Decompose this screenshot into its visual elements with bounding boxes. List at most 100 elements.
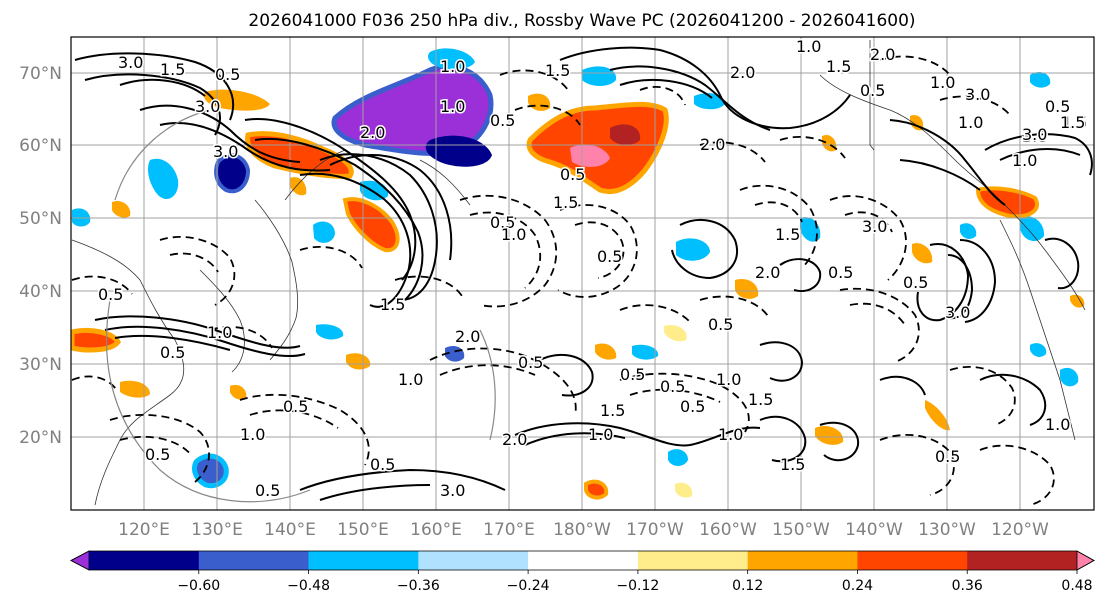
colorbar-tick-label: −0.48 xyxy=(287,578,330,594)
colorbar-tick-label: 0.48 xyxy=(1061,578,1092,594)
shade-navy-region xyxy=(425,135,492,167)
longitude-labels: 120°E 130°E 140°E 150°E 160°E 170°E 180°… xyxy=(118,520,1049,540)
shade-purple-core xyxy=(414,85,470,132)
shade-orange-e2 xyxy=(735,278,759,299)
shade-blue-w2 xyxy=(72,208,91,227)
shade-red-west xyxy=(245,131,354,179)
contour-label: 0.5 xyxy=(145,445,170,464)
contour-label: 0.5 xyxy=(860,81,885,100)
lat-label: 50°N xyxy=(19,209,62,229)
shade-orange-e6 xyxy=(346,353,371,370)
lon-label: 120°W xyxy=(991,520,1049,540)
colorbar-segment xyxy=(89,551,200,570)
contour-label: 3.0 xyxy=(118,53,143,72)
contour-label: 1.5 xyxy=(1062,113,1087,132)
colorbar-segment xyxy=(198,551,310,570)
shade-orange-e13 xyxy=(290,177,307,196)
lon-label: 170°E xyxy=(483,520,535,540)
colorbar-segment xyxy=(308,551,419,570)
map-content: 3.0 1.5 0.5 3.0 1.0 2.0 1.0 0.5 1.5 3.0 … xyxy=(71,37,1094,510)
shade-blue-e6 xyxy=(1060,367,1079,387)
contour-label: 1.5 xyxy=(826,57,851,76)
colorbar-segment xyxy=(967,551,1078,570)
map-panel: 3.0 1.5 0.5 3.0 1.0 2.0 1.0 0.5 1.5 3.0 … xyxy=(70,36,1095,511)
contour-label: 1.0 xyxy=(588,425,613,444)
shade-blue-e8 xyxy=(316,324,344,340)
contour-label: 1.0 xyxy=(930,73,955,92)
latitude-labels: 70°N 60°N 50°N 40°N 30°N 20°N xyxy=(19,64,62,448)
contour-label: 1.5 xyxy=(545,61,570,80)
lat-label: 60°N xyxy=(19,136,62,156)
contour-labels: 3.0 1.5 0.5 3.0 1.0 2.0 1.0 0.5 1.5 3.0 … xyxy=(97,37,1089,502)
contour-label: 1.5 xyxy=(160,60,185,79)
shade-blue-e9 xyxy=(1030,343,1047,357)
contour-label: 1.5 xyxy=(775,225,800,244)
map-title: 2026041000 F036 250 hPa div., Rossby Wav… xyxy=(248,11,915,31)
contour-label: 0.5 xyxy=(255,481,280,500)
colorbar-tick-label: 0.36 xyxy=(952,578,983,594)
contour-label: 0.5 xyxy=(708,315,733,334)
shade-red-e7 xyxy=(584,479,609,500)
contour-label: 0.5 xyxy=(828,263,853,282)
contour-label: 1.0 xyxy=(440,57,465,76)
colorbar-ticks: −0.60 −0.48 −0.36 −0.24 −0.12 0.12 0.24 0.36 0.4… xyxy=(177,570,1093,594)
lon-label: 180°W xyxy=(553,520,611,540)
shade-blue-e7 xyxy=(960,223,977,239)
contour-label: 0.5 xyxy=(160,343,185,362)
shade-firebrick-ne xyxy=(610,124,641,146)
contour-label: 1.0 xyxy=(207,323,232,342)
shade-blue-sw xyxy=(191,453,229,489)
shade-blue-ne xyxy=(582,66,617,86)
colorbar-segment xyxy=(747,551,858,570)
shade-orange-e5 xyxy=(595,343,617,360)
colorbar-extend-right xyxy=(1076,550,1095,571)
contour-label: 0.5 xyxy=(370,455,395,474)
contour-label: 0.5 xyxy=(935,447,960,466)
contour-label: 2.0 xyxy=(700,135,725,154)
shade-blue-w1 xyxy=(147,158,179,200)
lon-label: 170°W xyxy=(626,520,684,540)
lon-label: 150°E xyxy=(337,520,389,540)
colorbar-outline xyxy=(70,550,1095,571)
colorbar-segment xyxy=(637,551,749,570)
contour-label: 3.0 xyxy=(965,85,990,104)
contour-label: 1.5 xyxy=(553,193,578,212)
contour-label: 1.5 xyxy=(1060,113,1085,132)
lon-label: 150°W xyxy=(772,520,830,540)
lon-label: 160°E xyxy=(410,520,462,540)
contour-label: 0.5 xyxy=(620,365,645,384)
contour-label: 1.5 xyxy=(600,401,625,420)
contour-label: 0.5 xyxy=(215,65,240,84)
colorbar-tick-label: −0.60 xyxy=(177,578,220,594)
shade-orange-e11 xyxy=(230,384,247,400)
contour-label: 0.5 xyxy=(1045,97,1070,116)
contour-label: 1.0 xyxy=(958,113,983,132)
shade-blue-mid3 xyxy=(632,344,659,360)
contour-label: 1.0 xyxy=(716,370,741,389)
contour-label: 3.0 xyxy=(862,217,887,236)
colorbar-segment xyxy=(857,551,968,570)
colorbar-tick-label: −0.24 xyxy=(507,578,550,594)
contour-label: 1.0 xyxy=(796,37,821,56)
lon-label: 140°W xyxy=(845,520,903,540)
map-frame xyxy=(70,36,1095,511)
shade-pink-ne xyxy=(570,144,610,167)
contour-label: 1.0 xyxy=(756,263,781,282)
contour-label: 2.0 xyxy=(755,263,780,282)
pc-contours-positive xyxy=(74,46,1093,501)
shade-blue-e3 xyxy=(694,93,725,110)
contour-label: 2.0 xyxy=(870,45,895,64)
colorbar-segment xyxy=(418,551,529,570)
shade-yellow-e16 xyxy=(675,482,693,498)
lat-label: 70°N xyxy=(19,64,62,84)
contour-label: 1.0 xyxy=(398,370,423,389)
shade-orange-e14 xyxy=(912,243,933,264)
colorbar: −0.60 −0.48 −0.36 −0.24 −0.12 0.12 0.24 0.36 0.4… xyxy=(70,550,1095,594)
contour-label: 1.5 xyxy=(780,455,805,474)
colorbar-tick-label: −0.36 xyxy=(397,578,440,594)
lat-label: 30°N xyxy=(19,355,62,375)
contour-label: 1.0 xyxy=(1045,415,1070,434)
contour-label: 3.0 xyxy=(1022,125,1047,144)
contour-label: 0.5 xyxy=(98,285,123,304)
contour-label: 0.5 xyxy=(680,397,705,416)
